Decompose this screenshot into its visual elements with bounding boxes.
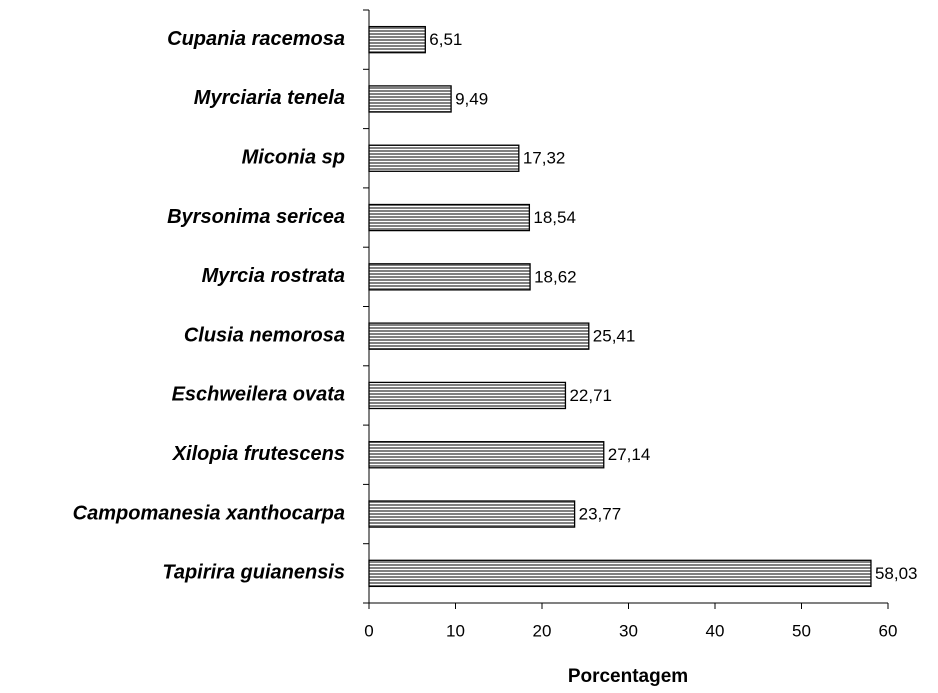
- value-label: 6,51: [429, 30, 462, 49]
- bar: [368, 381, 567, 410]
- y-tick-label: Myrcia rostrata: [202, 265, 345, 287]
- y-tick-label: Byrsonima sericea: [167, 206, 345, 228]
- bar: [368, 441, 605, 469]
- bar: [368, 500, 576, 528]
- value-label: 17,32: [523, 149, 566, 168]
- value-label: 22,71: [569, 386, 612, 405]
- bar: [368, 25, 426, 54]
- bar: [368, 144, 520, 172]
- y-tick-label: Eschweilera ovata: [172, 384, 345, 406]
- x-tick-label: 30: [619, 621, 638, 640]
- value-label: 27,14: [608, 445, 651, 464]
- bar: [368, 322, 590, 350]
- x-tick-label: 50: [792, 621, 811, 640]
- x-tick-label: 10: [446, 621, 465, 640]
- value-label: 9,49: [455, 89, 488, 108]
- value-label: 58,03: [875, 564, 918, 583]
- y-tick-label: Tapirira guianensis: [162, 562, 345, 584]
- x-axis-title: Porcentagem: [568, 666, 688, 687]
- value-label: 23,77: [579, 505, 622, 524]
- y-tick-label: Clusia nemorosa: [184, 324, 345, 346]
- y-tick-label: Cupania racemosa: [167, 28, 345, 50]
- x-tick-label: 20: [533, 621, 552, 640]
- bar: [368, 85, 452, 113]
- y-tick-label: Xilopia frutescens: [172, 443, 345, 465]
- value-label: 18,62: [534, 267, 577, 286]
- y-tick-label: Campomanesia xanthocarpa: [73, 502, 345, 524]
- x-tick-label: 0: [364, 621, 373, 640]
- y-tick-label: Myrciaria tenela: [194, 87, 345, 109]
- bar: [368, 263, 531, 291]
- x-tick-label: 40: [706, 621, 725, 640]
- y-tick-label: Miconia sp: [242, 147, 345, 169]
- bar: [368, 203, 531, 232]
- bar: [368, 559, 872, 588]
- value-label: 18,54: [533, 208, 576, 227]
- value-label: 25,41: [593, 327, 636, 346]
- x-tick-label: 60: [879, 621, 898, 640]
